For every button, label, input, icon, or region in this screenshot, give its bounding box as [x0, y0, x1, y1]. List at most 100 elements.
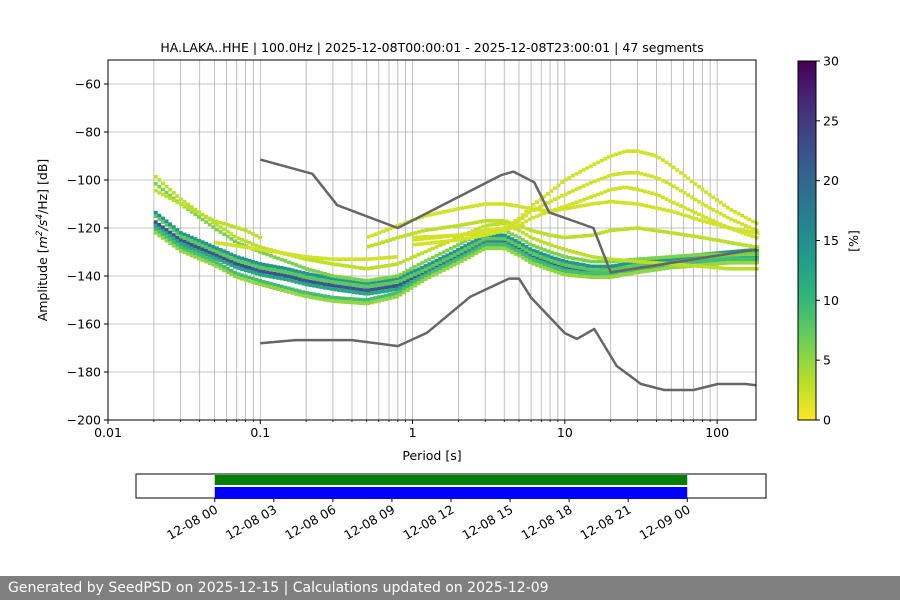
psd-cell: [456, 248, 461, 252]
psd-cell: [661, 178, 665, 183]
psd-cell: [337, 299, 342, 304]
psd-cell: [229, 259, 234, 264]
colorbar-tick-label: 25: [823, 113, 839, 128]
psd-cell: [186, 244, 191, 249]
psd-cell: [668, 182, 673, 186]
psd-cell: [359, 280, 363, 285]
psd-cell: [287, 286, 291, 291]
psd-cell: [351, 279, 356, 284]
psd-cell: [643, 260, 648, 264]
psd-cell: [625, 261, 630, 266]
psd-cell: [719, 266, 723, 270]
psd-cell: [423, 241, 428, 246]
psd-cell: [445, 234, 449, 239]
psd-cell: [563, 204, 568, 208]
psd-cell: [700, 187, 705, 192]
psd-cell: [640, 226, 645, 231]
psd-cell: [741, 228, 745, 233]
psd-cell: [625, 171, 629, 175]
psd-cell: [265, 274, 270, 278]
psd-cell: [247, 258, 252, 263]
psd-cell: [474, 203, 479, 208]
psd-cell: [362, 284, 367, 289]
psd-cell: [409, 280, 414, 284]
psd-cell: [557, 271, 561, 275]
psd-cell: [344, 257, 348, 261]
psd-cell: [257, 247, 262, 252]
psd-cell: [697, 235, 702, 239]
psd-cell: [308, 268, 313, 272]
psd-cell: [679, 254, 684, 258]
psd-cell: [384, 278, 389, 282]
psd-cell: [445, 263, 450, 267]
psd-cell: [471, 204, 475, 208]
psd-cell: [711, 208, 716, 212]
psd-cell: [683, 254, 687, 258]
psd-cell: [377, 277, 381, 281]
psd-cell: [484, 233, 489, 237]
psd-cell: [387, 275, 392, 280]
colorbar-tick-label: 30: [823, 54, 839, 69]
psd-cell: [222, 227, 227, 232]
psd-cell: [452, 238, 457, 243]
psd-cell: [254, 247, 258, 251]
psd-cell: [348, 264, 353, 269]
psd-cell: [459, 232, 464, 237]
psd-cell: [657, 258, 662, 262]
psd-cell: [729, 208, 734, 212]
psd-cell: [704, 252, 709, 257]
psd-cell: [733, 267, 738, 271]
psd-cell: [488, 246, 493, 251]
psd-cell: [495, 227, 500, 231]
psd-cell: [744, 267, 749, 271]
psd-cell: [330, 276, 335, 280]
psd-cell: [640, 203, 645, 207]
psd-cell: [477, 246, 482, 250]
psd-cell: [218, 258, 223, 263]
psd-cell: [560, 262, 565, 267]
psd-cell: [229, 272, 234, 277]
psd-cell: [575, 265, 579, 270]
psd-cell: [658, 229, 663, 233]
psd-cell: [337, 263, 342, 267]
psd-cell: [690, 216, 695, 220]
psd-cell: [405, 268, 410, 273]
x-tick-label: 100: [705, 425, 729, 440]
psd-cell: [506, 239, 511, 243]
psd-cell: [607, 174, 611, 178]
psd-cell: [157, 217, 162, 221]
psd-cell: [697, 252, 702, 257]
psd-cell: [297, 273, 302, 278]
psd-cell: [157, 230, 162, 234]
psd-cell: [708, 262, 713, 267]
psd-cell: [629, 201, 634, 206]
psd-cell: [161, 216, 165, 221]
psd-cell: [290, 268, 295, 272]
psd-cell: [707, 193, 712, 197]
psd-cell: [625, 185, 629, 190]
psd-cell: [463, 205, 468, 210]
psd-cell: [323, 272, 327, 276]
psd-cell: [514, 222, 519, 227]
psd-cell: [639, 260, 644, 264]
psd-cell: [459, 249, 464, 254]
psd-cell: [283, 289, 288, 293]
footer: Generated by SeedPSD on 2025-12-15 | Cal…: [0, 576, 900, 600]
psd-cell: [330, 287, 335, 291]
psd-cell: [211, 255, 216, 260]
psd-cell: [164, 223, 169, 227]
psd-cell: [290, 279, 295, 283]
psd-cell: [578, 199, 583, 203]
psd-cell: [707, 217, 712, 221]
psd-cell: [682, 173, 687, 178]
psd-cell: [549, 243, 554, 248]
y-tick-label: −100: [67, 173, 101, 188]
psd-cell: [380, 294, 385, 299]
psd-cell: [207, 250, 212, 255]
psd-cell: [733, 241, 738, 246]
psd-cell: [315, 256, 320, 260]
psd-cell: [384, 289, 389, 293]
psd-cell: [362, 278, 367, 283]
psd-cell: [539, 246, 543, 251]
